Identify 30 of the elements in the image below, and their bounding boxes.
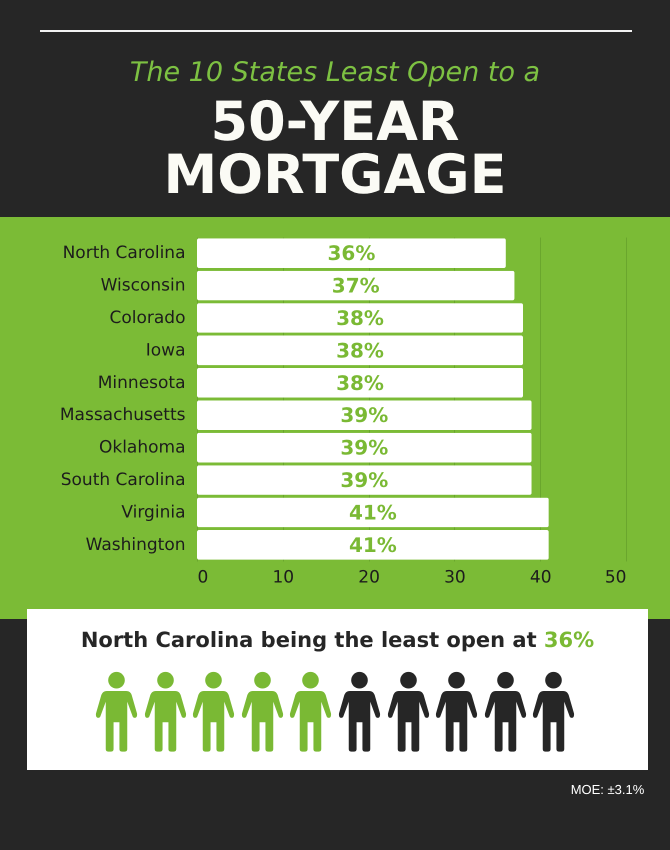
x-tick-label: 10 bbox=[272, 568, 294, 588]
data-label: 39% bbox=[340, 468, 388, 492]
y-tick-label: Colorado bbox=[110, 308, 186, 328]
y-tick-label: Minnesota bbox=[98, 372, 186, 393]
y-tick-label: South Carolina bbox=[60, 470, 186, 490]
y-tick-label: Massachusetts bbox=[60, 405, 186, 426]
data-label: 39% bbox=[340, 403, 388, 428]
y-tick-label: Iowa bbox=[146, 340, 186, 360]
data-label: 37% bbox=[332, 274, 380, 298]
x-tick-label: 30 bbox=[444, 568, 466, 588]
y-tick-label: Wisconsin bbox=[100, 276, 186, 296]
y-tick-label: Oklahoma bbox=[98, 438, 186, 458]
y-tick-label: North Carolina bbox=[62, 243, 186, 264]
x-tick-label: 40 bbox=[530, 568, 552, 588]
x-tick-label: 20 bbox=[358, 568, 380, 588]
x-tick-label: 0 bbox=[198, 568, 208, 588]
data-label: 41% bbox=[348, 532, 397, 557]
data-label: 41% bbox=[348, 500, 397, 524]
data-label: 36% bbox=[328, 241, 376, 266]
y-tick-label: Washington bbox=[86, 534, 186, 555]
data-label: 38% bbox=[336, 306, 384, 330]
y-tick-label: Virginia bbox=[121, 502, 186, 522]
data-label: 39% bbox=[340, 436, 388, 460]
chart-title: The 10 States Least Open to a bbox=[128, 56, 542, 90]
chart-subtitle: 50-YEAR MORTGAGE bbox=[162, 90, 508, 206]
text: North Carolina being the least open at 36% bbox=[80, 628, 594, 652]
x-tick-label: 50 bbox=[604, 568, 626, 588]
text: MOE: ±3.1% bbox=[570, 781, 646, 799]
data-label: 38% bbox=[336, 338, 384, 362]
data-label: 38% bbox=[336, 370, 384, 395]
